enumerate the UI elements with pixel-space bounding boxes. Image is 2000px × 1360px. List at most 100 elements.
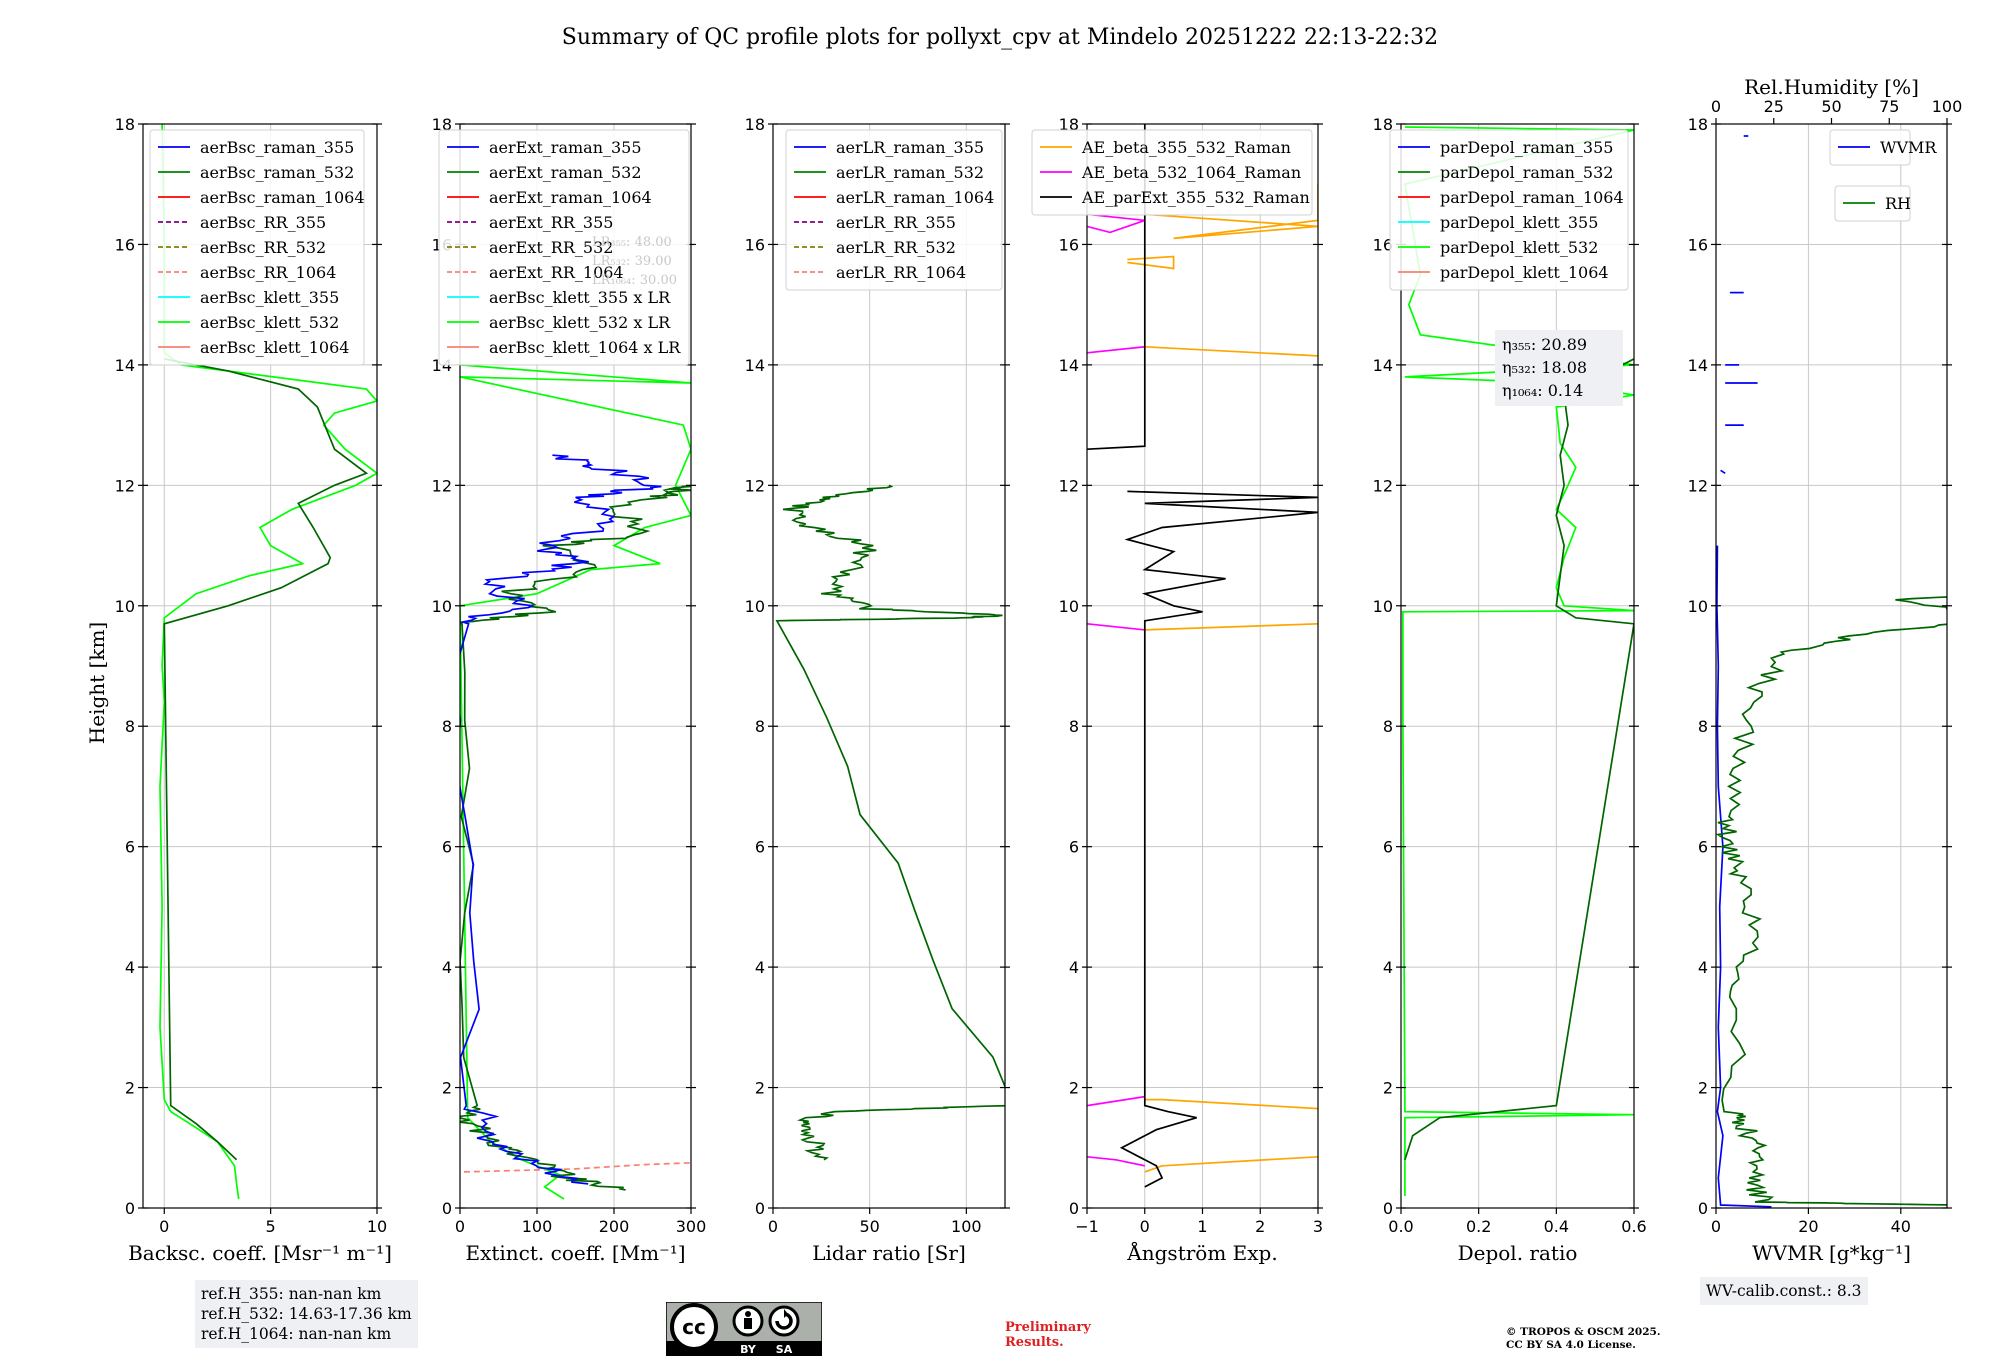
lr-annotation: LR₅₃₂: 39.00 [592,254,672,269]
depol-ytick-label: 18 [1373,115,1393,134]
wv-ytick-label: 16 [1688,235,1708,254]
preliminary-note: Preliminary Results. [1005,1320,1091,1350]
ext-ytick-label: 12 [432,476,452,495]
bsc-xtick-label: 0 [159,1217,169,1236]
legend-label: parDepol_klett_355 [1440,213,1598,232]
legend-label: parDepol_raman_1064 [1440,188,1624,207]
ang-xtick-label: 3 [1313,1217,1323,1236]
depol-ytick-label: 12 [1373,476,1393,495]
figure-title: Summary of QC profile plots for pollyxt_… [562,25,1438,50]
bsc-xlabel: Backsc. coeff. [Msr⁻¹ m⁻¹] [128,1241,392,1265]
ext-xlabel: Extinct. coeff. [Mm⁻¹] [465,1241,685,1265]
ang-series-AE_beta_355_532_Raman-c [1144,622,1318,631]
depol-panel: 0 2 4 6 8 10 12 14 16 18 0.0 0.2 0.4 0.6 Depol. ratio p… [1373,115,1647,1265]
legend-label: aerBsc_raman_1064 [200,188,365,207]
wv-calib-box: WV-calib.const.: 8.3 [1700,1277,1868,1305]
cc-by-sa-icon: cc BY SA [666,1302,822,1356]
legend-label: parDepol_klett_532 [1440,238,1598,257]
ang-ytick-label: 2 [1069,1079,1079,1098]
depol-xtick-label: 0.2 [1466,1217,1491,1236]
ext-xtick-label: 300 [676,1217,707,1236]
ext-panel: 0246810121416180100200300Extinct. coeff.… [432,115,707,1265]
bsc-ytick-label: 10 [115,597,135,616]
legend-label: aerExt_RR_355 [489,213,613,232]
ang-ytick-label: 10 [1059,597,1079,616]
preliminary-line-2: Results. [1005,1335,1064,1350]
legend-label: AE_beta_532_1064_Raman [1081,163,1301,182]
ang-series-AE_beta_355_532_Raman-e [1127,255,1175,270]
wv-series-RH [1716,596,1947,1206]
lr-annotation: LR₁₀₆₄: 30.00 [592,273,677,288]
ang-series-AE_parExt_355_532_Raman [1119,490,1318,1188]
legend-label: AE_parExt_355_532_Raman [1081,188,1310,207]
wv-ytick-label: 14 [1688,356,1708,375]
eta-annotation: η₅₃₂: 18.08 [1502,358,1587,377]
wv-series-WVMR-b [1720,469,1726,475]
legend-label: aerBsc_klett_355 x LR [489,288,671,307]
bsc-ytick-label: 12 [115,476,135,495]
bsc-series-aerBsc_raman_532 [163,358,369,1161]
bsc-panel: 0 2 4 6 8 10 12 14 16 18 0 5 10 Backsc. coeff. [Msr⁻¹… [115,115,392,1265]
bsc-ytick-label: 4 [125,958,135,977]
ang-ytick-label: 18 [1059,115,1079,134]
ref-height-1064: ref.H_1064: nan-nan km [201,1325,392,1343]
wv-ytick-label: 4 [1698,958,1708,977]
bsc-ytick-label: 14 [115,356,135,375]
legend-label: WVMR [1880,138,1937,157]
depol-xtick-label: 0.0 [1388,1217,1413,1236]
wv-ytick-label: 2 [1698,1079,1708,1098]
lr-ytick-label: 10 [745,597,765,616]
svg-text:cc: cc [682,1315,706,1339]
wv-x2tick-label: 100 [1932,97,1963,116]
depol-ytick-label: 4 [1383,958,1393,977]
ang-xtick-label: 0 [1140,1217,1150,1236]
legend-label: aerBsc_klett_355 [200,288,339,307]
ang-series-AE_beta_532_1064_Raman-b [1087,1095,1145,1107]
legend-label: aerExt_raman_355 [489,138,642,157]
legend-label: aerLR_raman_532 [836,163,984,182]
lr-ytick-label: 0 [755,1199,765,1218]
bsc-legend: aerBsc_raman_355 aerBsc_raman_532 aerBsc_r… [149,129,365,366]
legend-label: aerLR_raman_355 [836,138,984,157]
depol-ytick-label: 2 [1383,1079,1393,1098]
ang-series-AE_beta_532_1064_Raman-c [1087,622,1145,631]
lr-xlabel: Lidar ratio [Sr] [812,1241,966,1265]
wv-xtick-label: 20 [1798,1217,1818,1236]
ang-xtick-label: 2 [1255,1217,1265,1236]
wv-ytick-label: 0 [1698,1199,1708,1218]
lr-panel: 0 2 4 6 8 10 12 14 16 18 0 50 100 Lidar ratio [Sr] aer… [745,115,1010,1265]
eta-annotation-box: η₃₅₅: 20.89 η₅₃₂: 18.08 η₁₀₆₄: 0.14 [1495,330,1623,406]
wv-x2tick-label: 0 [1711,97,1721,116]
depol-series-parDepol_klett_532 [1402,126,1634,1196]
legend-label: aerExt_raman_1064 [489,188,652,207]
cc-by-label: BY [740,1343,757,1356]
legend-label: aerLR_RR_1064 [836,263,966,282]
ang-xtick-label: −1 [1075,1217,1099,1236]
ref-height-355: ref.H_355: nan-nan km [201,1285,382,1303]
ang-series-AE_beta_532_1064_Raman [1087,1155,1145,1167]
lr-series-aerLR_raman_532 [775,484,1005,1161]
wv-ytick-label: 8 [1698,717,1708,736]
legend-label: aerExt_raman_532 [489,163,642,182]
y-axis-label: Height [km] [85,622,109,744]
copyright-line-1: © TROPOS & OSCM 2025. [1506,1326,1661,1338]
ang-ytick-label: 14 [1059,356,1079,375]
wv-x2tick-label: 50 [1821,97,1841,116]
wv-legend: RH [1834,185,1911,222]
ang-xlabel: Ångström Exp. [1126,1240,1277,1265]
ang-series-AE_beta_532_1064_Raman-e [1087,213,1146,234]
copyright-note: © TROPOS & OSCM 2025. CC BY SA 4.0 Licen… [1506,1326,1661,1352]
wv-xtick-label: 0 [1711,1217,1721,1236]
depol-ytick-label: 8 [1383,717,1393,736]
depol-ytick-label: 16 [1373,235,1393,254]
bsc-ytick-label: 6 [125,838,135,857]
legend-label: aerLR_raman_1064 [836,188,994,207]
ang-series-AE_beta_355_532_Raman-b [1144,1098,1318,1110]
bsc-axes-frame [142,123,378,1209]
wv-ytick-label: 10 [1688,597,1708,616]
lr-legend: aerLR_raman_355 aerLR_raman_532 aerLR_rama… [785,129,1003,291]
wv-axes-frame [1715,123,1948,1209]
ang-ytick-label: 8 [1069,717,1079,736]
